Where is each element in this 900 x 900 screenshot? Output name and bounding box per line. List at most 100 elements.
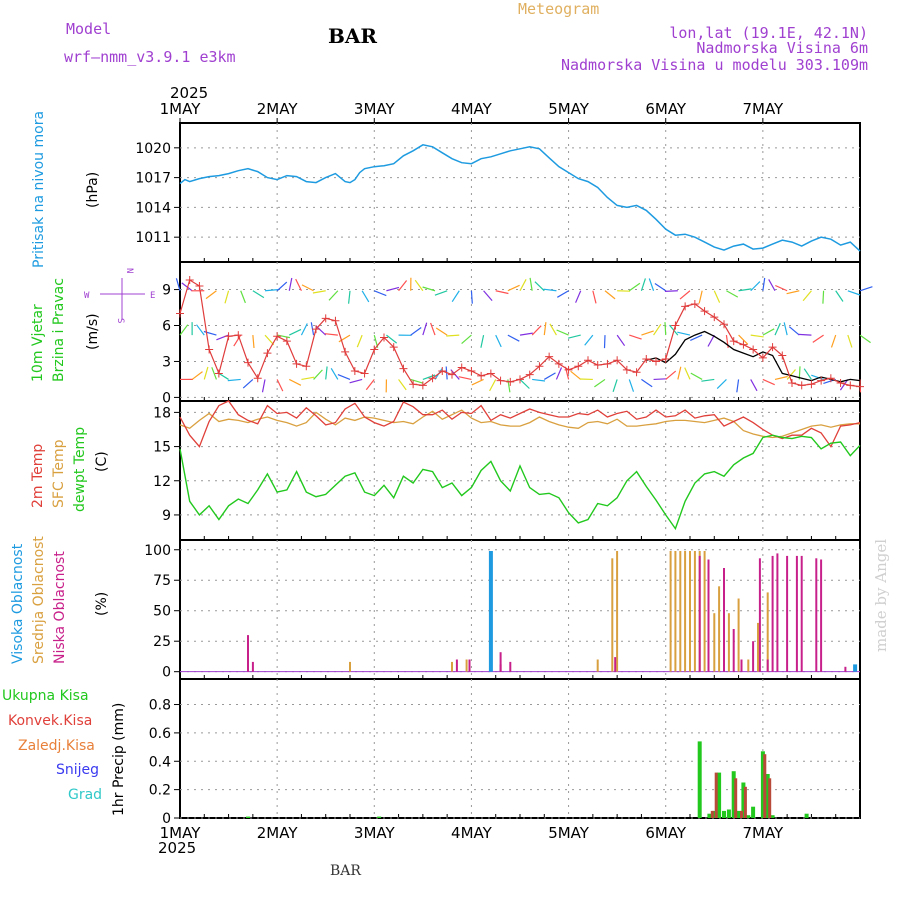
low-cloud-bar (815, 558, 818, 672)
wind-speed-point (554, 359, 563, 368)
wind-barb (664, 322, 667, 336)
wind-speed-point (418, 381, 427, 390)
wind-speed-point (642, 355, 651, 364)
wind-barb (301, 376, 315, 381)
day-label-bottom: 6MAY (645, 824, 687, 842)
year-bottom: 2025 (158, 839, 196, 857)
low-cloud-bar (614, 657, 617, 672)
wind-barb (224, 290, 230, 304)
wind-barb (434, 290, 448, 296)
wind-barb (628, 282, 641, 292)
wind-speed-point (185, 275, 194, 284)
high-cloud-bar (853, 664, 858, 672)
year-top: 2025 (170, 84, 208, 102)
total-precip-bar (697, 741, 702, 818)
wind-barb (313, 369, 323, 380)
wind-barb (227, 378, 241, 382)
wind-speed-point (836, 379, 845, 388)
mid-cloud-bar (451, 661, 453, 672)
y-tick-label: 75 (153, 573, 171, 589)
wind-speed-point (448, 370, 456, 379)
wind-barb (288, 277, 293, 291)
wind-speed-point (195, 281, 204, 290)
wind-barb (435, 327, 448, 336)
low-cloud-bar (707, 559, 710, 672)
y-tick-label: 0 (162, 811, 171, 827)
wind-gust-series (646, 330, 861, 383)
conv-precip-bar (710, 810, 714, 818)
low-cloud-bar (766, 659, 769, 672)
wind-barb (628, 379, 635, 392)
conv-precip-bar (740, 810, 743, 818)
total-precip-bar (804, 813, 809, 818)
wind-speed-point (224, 332, 233, 341)
total-precip-bar (717, 772, 722, 818)
total-precip-bar (741, 782, 746, 818)
wind-speed-point (370, 345, 379, 354)
day-label-top: 4MAY (451, 100, 493, 118)
y-tick-label: 0.6 (149, 726, 171, 742)
wind-speed-point (312, 325, 320, 334)
wind-barb (374, 290, 387, 297)
y-tick-label: 1011 (135, 230, 171, 246)
wind-barb (555, 367, 563, 380)
wind-barb (365, 379, 375, 391)
snow-label: Snijeg (56, 762, 99, 778)
wind-barb (458, 376, 472, 381)
wind-speed-point (214, 369, 223, 378)
wind-barb (179, 324, 189, 336)
day-label-bottom: 7MAY (742, 824, 784, 842)
wind-barb (242, 378, 254, 389)
wind-barb (774, 322, 781, 336)
compass-n: N (124, 268, 134, 273)
wind-barb (489, 379, 497, 392)
wind-barb (616, 334, 626, 347)
wind-barb (698, 290, 703, 304)
wind-speed-point (506, 377, 515, 386)
precip-ylabel: 1hr Precip (mm) (111, 703, 127, 816)
panel-frame-0 (179, 122, 861, 263)
conv-precip-bar (763, 754, 767, 818)
total-precip-bar (726, 809, 731, 818)
temp-unit: (C) (94, 451, 110, 472)
wind-speed-point (350, 367, 359, 376)
model-elevation-text: Nadmorska Visina u modelu 303.109m (561, 56, 868, 74)
wind-barb (679, 290, 691, 300)
wind-barb (859, 286, 873, 292)
y-tick-label: 18 (153, 405, 171, 421)
low-cloud-bar (758, 558, 761, 672)
wind-barb (641, 330, 654, 336)
wind-speed-point (584, 356, 592, 365)
wind-barb (786, 369, 796, 380)
y-tick-label: 100 (144, 543, 171, 559)
wind-barb (495, 290, 509, 295)
wind-barb (252, 290, 265, 299)
wind-barb (736, 379, 740, 393)
wind-speed-point (244, 358, 252, 367)
y-tick-label: 12 (153, 474, 171, 490)
wind-barb (762, 328, 775, 336)
wind-barb (430, 322, 436, 336)
wind-barb (556, 290, 569, 298)
conv-precip-bar (743, 786, 747, 818)
wind-barb (451, 290, 460, 303)
wind-barb (653, 323, 662, 336)
wind-barb (264, 289, 279, 292)
wind-barb (640, 278, 646, 291)
wind-barb (175, 278, 181, 291)
low-cloud-bar (468, 659, 471, 672)
wind-speed-point (477, 371, 486, 380)
wind-barb (847, 334, 853, 348)
wind-speed-point (516, 375, 524, 384)
wind-speed-point (253, 374, 262, 383)
wind-barb (356, 334, 363, 348)
y-tick-label: 0 (162, 390, 171, 406)
low-cloud-bar (247, 635, 249, 672)
wind-barb (264, 334, 275, 346)
wind-speed-point (749, 345, 758, 354)
wind-barb (603, 335, 606, 349)
low-cloud-bar (795, 555, 798, 672)
wind-barb (446, 334, 460, 337)
wind-speed-point (360, 369, 369, 378)
compass-w: W (84, 291, 90, 301)
